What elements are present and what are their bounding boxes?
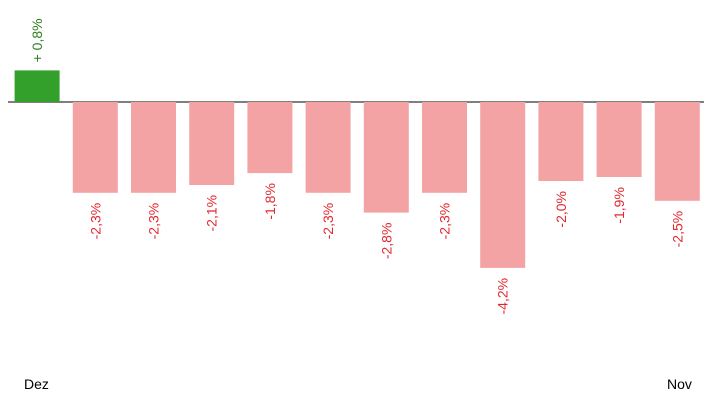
data-label-8: -2,3% [437, 203, 453, 240]
bars-group [14, 70, 700, 268]
bar-9 [480, 102, 526, 268]
x-axis-label-last: Nov [667, 376, 692, 392]
bar-1 [14, 70, 60, 102]
data-label-7: -2,8% [378, 223, 394, 260]
data-label-1: + 0,8% [29, 18, 45, 62]
data-label-9: -4,2% [495, 278, 511, 315]
bar-5 [247, 102, 293, 174]
bar-7 [363, 102, 409, 213]
data-labels-group: + 0,8% -2,3% -2,3% -2,1% -1,8% -2,3% -2,8% -2,3… [29, 18, 685, 314]
data-label-2: -2,3% [87, 203, 103, 240]
bar-4 [189, 102, 235, 185]
bar-3 [131, 102, 176, 193]
bar-11 [596, 102, 642, 177]
bar-10 [538, 102, 584, 181]
data-label-12: -2,5% [669, 211, 685, 248]
data-label-5: -1,8% [262, 183, 278, 220]
data-label-6: -2,3% [320, 203, 336, 240]
data-label-11: -1,9% [611, 187, 627, 224]
bar-12 [654, 102, 700, 201]
data-label-10: -2,0% [553, 191, 569, 228]
bar-6 [305, 102, 351, 193]
x-axis-label-first: Dez [24, 376, 49, 392]
data-label-3: -2,3% [146, 203, 162, 240]
bar-2 [72, 102, 118, 193]
data-label-4: -2,1% [204, 195, 220, 232]
bar-8 [422, 102, 467, 193]
